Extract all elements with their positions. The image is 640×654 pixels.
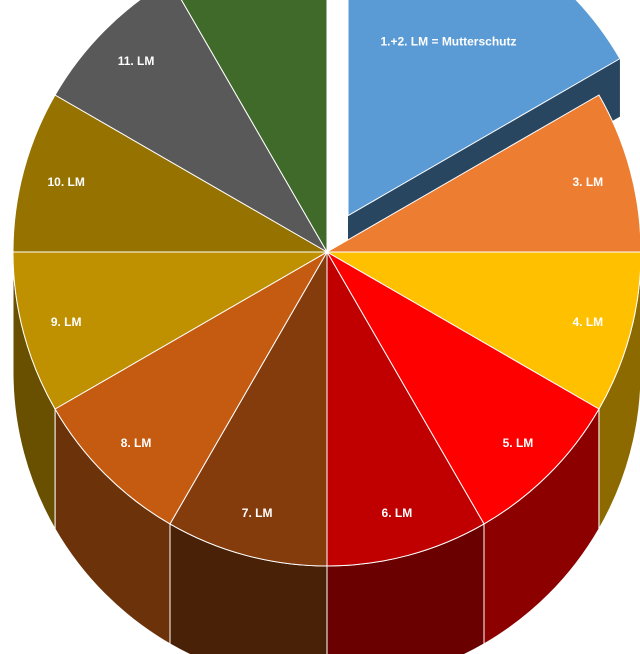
pie-slice-3-lm [325,94,640,253]
pie-slice-1-2-lm-mutterschutz [347,0,621,217]
pie-labels: 1.+2. LM = Mutterschutz 3. LM 4. LM 5. LM 6.… [47,35,604,520]
pie-label-4-lm: 4. LM [573,315,604,329]
pie-slice-9-lm [12,251,329,410]
pie-slice-4-lm [325,251,640,410]
pie-slice-7-lm [169,250,328,567]
pie-label-6-lm: 6. LM [382,506,413,520]
pie-label-9-lm: 9. LM [51,315,82,329]
pie-label-3-lm: 3. LM [573,175,604,189]
pie-label-8-lm: 8. LM [121,436,152,450]
pie-label-11-lm: 11. LM [118,54,155,68]
pie-label-10-lm: 10. LM [47,175,84,189]
pie-slice-11-lm [54,0,329,254]
pie-slice-5-lm [325,250,600,525]
pie-top-faces [12,0,640,567]
pie-slice-12-lm [180,0,328,254]
pie-slice-8-lm [54,250,329,525]
pie-label-1-2-lm-mutterschutz: 1.+2. LM = Mutterschutz [380,35,516,49]
pie-slice-6-lm [326,250,485,567]
pie-label-5-lm: 5. LM [503,436,534,450]
pie-slice-10-lm [12,94,329,253]
pie-label-7-lm: 7. LM [242,506,273,520]
